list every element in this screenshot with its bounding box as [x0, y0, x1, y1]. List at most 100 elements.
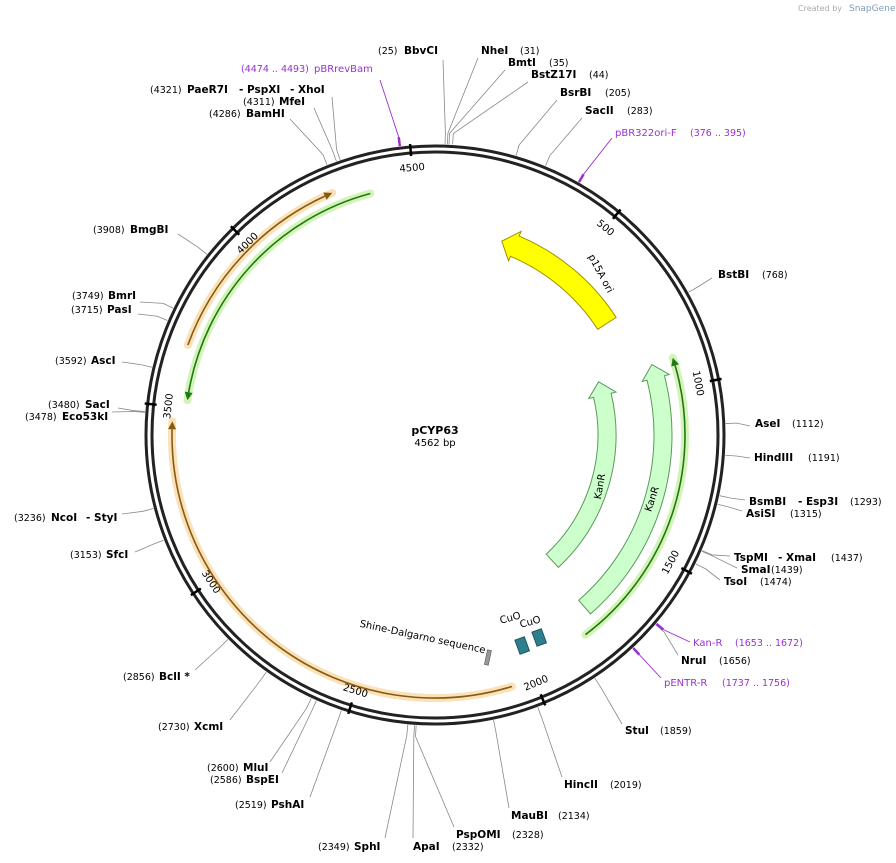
site-name: HindIII — [754, 452, 793, 464]
site-leader — [134, 539, 164, 553]
primer-position: (1653 .. 1672) — [735, 638, 803, 649]
site-leader — [111, 411, 145, 413]
site-leader — [515, 99, 558, 156]
site-name: - XmaI — [778, 552, 816, 564]
site-leader — [537, 707, 563, 778]
orange-arc-head — [168, 421, 177, 430]
primer-mark — [655, 622, 665, 631]
plasmid-name: pCYP63 — [411, 424, 458, 437]
tick-mark — [347, 701, 354, 715]
feature-arrow — [545, 381, 618, 569]
rbs-box — [484, 649, 492, 666]
site-name: BmrI — [108, 290, 136, 302]
site-leader — [269, 698, 312, 763]
site-position: (31) — [520, 46, 540, 57]
site-position: (768) — [762, 270, 788, 281]
primer-name: pBRrevBam — [314, 64, 373, 75]
site-name: ApaI — [413, 841, 440, 853]
site-name: AseI — [755, 418, 780, 430]
site-leader — [442, 59, 446, 145]
feature-label: Shine-Dalgarno sequence — [359, 619, 487, 656]
site-name: SacI — [85, 399, 110, 411]
site-name: PasI — [107, 304, 132, 316]
site-leader — [725, 422, 751, 427]
tick-label: 1500 — [660, 549, 682, 577]
site-position: (2519) — [235, 800, 267, 811]
site-leader — [725, 454, 751, 459]
site-name: MauBI — [511, 810, 548, 822]
site-position: (1656) — [719, 656, 751, 667]
primer-leader — [638, 654, 662, 679]
site-position: (2856) — [123, 672, 155, 683]
primer-position: (376 .. 395) — [690, 128, 746, 139]
site-position: (1439) — [771, 565, 803, 576]
site-position: (1191) — [808, 453, 840, 464]
site-leader — [313, 107, 337, 162]
cuo-box — [531, 628, 548, 647]
site-name: BbvCI — [404, 45, 438, 57]
site-position: (3153) — [70, 550, 102, 561]
tick-label: 4500 — [399, 162, 425, 175]
site-leader — [309, 710, 342, 798]
site-position: (2586) — [210, 775, 242, 786]
site-position: (205) — [605, 88, 631, 99]
site-position: (3478) — [25, 412, 57, 423]
primer-name: Kan-R — [693, 638, 722, 649]
site-name: TsoI — [724, 576, 747, 588]
site-name: StuI — [625, 725, 649, 737]
site-position: (1315) — [790, 509, 822, 520]
site-name: - StyI — [86, 512, 117, 524]
site-leader — [594, 677, 623, 725]
tick-mark — [709, 377, 722, 383]
site-name: TspMI — [734, 552, 768, 564]
site-name: Eco53kI — [62, 411, 108, 423]
tick-mark — [611, 208, 622, 220]
site-leader — [655, 624, 679, 656]
site-name: SphI — [354, 841, 380, 853]
site-leader — [117, 407, 145, 412]
site-position: (2019) — [610, 780, 642, 791]
tick-mark — [680, 566, 693, 575]
site-name: SmaI — [741, 564, 771, 576]
site-position: (2730) — [158, 722, 190, 733]
tick-label: 1000 — [690, 370, 706, 397]
feature-label: CuO — [499, 610, 522, 626]
site-name: BspEI — [246, 774, 279, 786]
orange-arc — [171, 429, 513, 699]
orange-arc — [187, 195, 326, 346]
site-name: NruI — [681, 655, 706, 667]
tick-mark — [144, 402, 157, 407]
site-leader — [289, 118, 328, 165]
created-by: Created by — [798, 4, 842, 13]
site-leader — [448, 69, 506, 145]
site-position: (3480) — [48, 400, 80, 411]
site-name: BsmBI — [749, 496, 786, 508]
tick-label: 3500 — [162, 393, 176, 419]
primer-position: (1737 .. 1756) — [722, 678, 790, 689]
feature-arrow — [501, 230, 617, 331]
site-name: NcoI — [51, 512, 77, 524]
site-leader — [331, 96, 341, 161]
primer-name: pENTR-R — [664, 678, 707, 689]
feature-label: KanR — [593, 473, 608, 500]
site-position: (25) — [378, 46, 398, 57]
site-leader — [412, 725, 415, 839]
primer-leader — [583, 137, 613, 175]
site-name: BmgBI — [130, 224, 168, 236]
green-arc — [584, 365, 686, 636]
site-position: (2600) — [207, 763, 239, 774]
site-name: MluI — [243, 762, 268, 774]
site-name: BclI * — [159, 671, 190, 683]
site-leader — [719, 495, 746, 501]
primer-mark — [397, 137, 402, 147]
brand: SnapGene — [849, 4, 896, 14]
backbone-inner — [150, 150, 720, 720]
tick-mark — [408, 143, 413, 157]
green-arc-head — [671, 357, 679, 367]
site-position: (3236) — [14, 513, 46, 524]
site-name: BamHI — [246, 108, 285, 120]
site-leader — [177, 233, 208, 255]
site-position: (1293) — [850, 497, 882, 508]
site-leader — [452, 81, 529, 145]
